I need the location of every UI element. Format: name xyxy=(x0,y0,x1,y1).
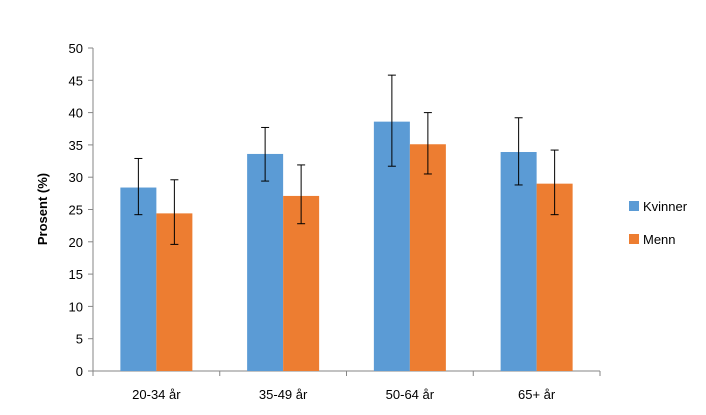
legend-label: Kvinner xyxy=(643,199,688,214)
x-tick-label: 35-49 år xyxy=(259,387,308,402)
x-axis: 20-34 år 35-49 år 50-64 år 65+ år xyxy=(92,370,601,402)
bar xyxy=(283,195,320,371)
legend-label: Menn xyxy=(643,232,676,247)
bar xyxy=(500,152,537,371)
x-tick-label: 65+ år xyxy=(518,387,556,402)
y-tick-label: 40 xyxy=(69,106,83,121)
y-tick-label: 10 xyxy=(69,299,83,314)
y-axis: 0 5 10 15 20 25 30 35 40 45 50 xyxy=(69,41,94,379)
y-tick-label: 15 xyxy=(69,267,83,282)
bar xyxy=(247,153,284,371)
y-tick-label: 20 xyxy=(69,235,83,250)
y-tick-label: 30 xyxy=(69,170,83,185)
bars xyxy=(120,121,573,371)
bar xyxy=(120,187,157,371)
y-tick-label: 45 xyxy=(69,73,83,88)
legend-swatch xyxy=(629,234,639,244)
y-tick-label: 5 xyxy=(76,332,83,347)
y-tick-label: 25 xyxy=(69,203,83,218)
x-tick-label: 20-34 år xyxy=(132,387,181,402)
y-tick-label: 50 xyxy=(69,41,83,56)
x-tick-label: 50-64 år xyxy=(386,387,435,402)
legend: Kvinner Menn xyxy=(629,199,688,247)
y-tick-label: 0 xyxy=(76,364,83,379)
error-bars xyxy=(134,74,559,245)
y-axis-title: Prosent (%) xyxy=(35,173,50,245)
legend-swatch xyxy=(629,201,639,211)
y-tick-label: 35 xyxy=(69,138,83,153)
bar xyxy=(409,144,446,371)
